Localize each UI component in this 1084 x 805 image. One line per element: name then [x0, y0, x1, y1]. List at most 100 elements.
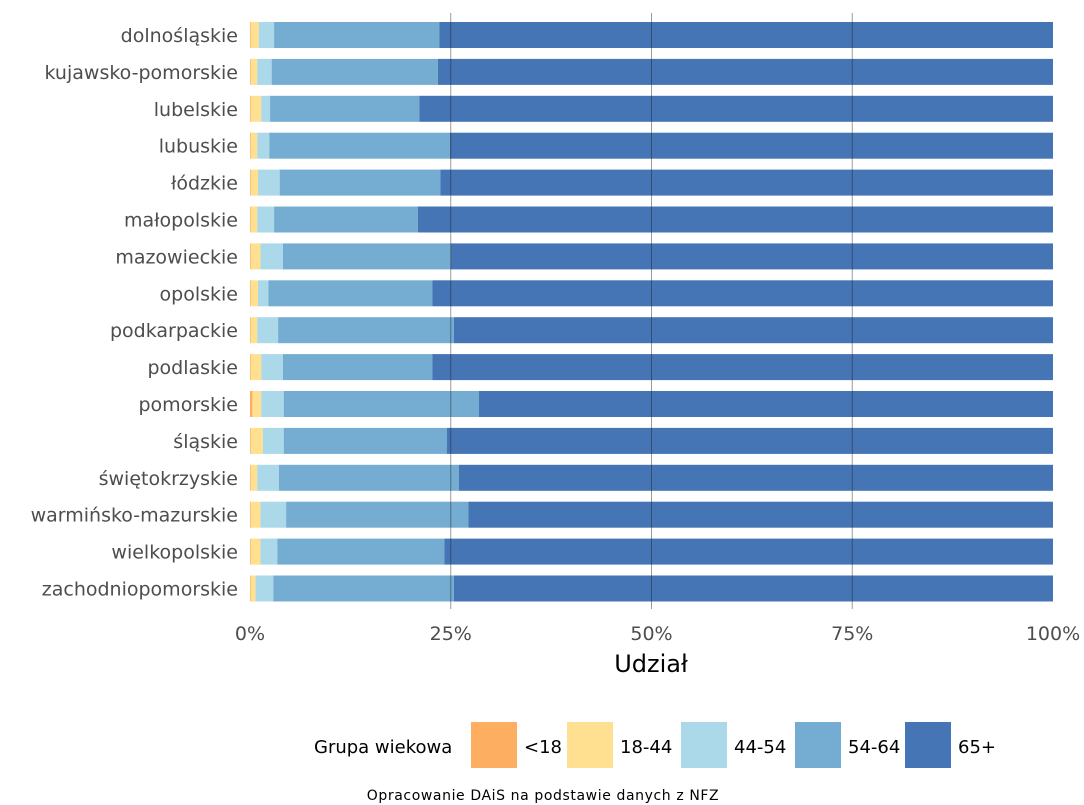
bar-segment [417, 206, 1053, 233]
category-label: podkarpackie [110, 320, 238, 342]
x-tick-label: 0% [235, 623, 265, 645]
bar-segment [250, 206, 251, 233]
bar-segment [274, 206, 418, 233]
bar-segment [250, 280, 259, 307]
bar-segment [260, 243, 283, 270]
bar-segment [419, 95, 1054, 122]
legend-key [681, 722, 727, 768]
bar-segment [250, 280, 251, 307]
bar-segment [261, 391, 284, 417]
bar-segment [269, 132, 450, 159]
category-label: warmińsko-mazurskie [31, 505, 238, 527]
bar-segment [258, 169, 280, 196]
bar-segment [250, 132, 251, 159]
bar-segment [439, 22, 1053, 48]
bar-segment [257, 58, 272, 85]
bar-segment [277, 538, 445, 565]
x-tick-label: 25% [430, 623, 472, 645]
x-axis-title: Udział [614, 650, 688, 678]
bar-segment [258, 280, 269, 307]
bar-segment [250, 95, 262, 122]
category-label: podlaskie [147, 357, 238, 379]
legend-key [567, 722, 613, 768]
bar-segment [283, 427, 447, 454]
bar-segment [250, 58, 251, 85]
bar-segment [257, 317, 279, 344]
bar-segment [258, 22, 275, 48]
x-tick-labels: 0% 25% 50% 75% 100% [235, 623, 1080, 645]
bar-segment [468, 501, 1053, 528]
bar-segment [252, 391, 262, 417]
bar-segment [250, 22, 259, 48]
bar-segment [250, 501, 251, 528]
bar-segment [444, 538, 1053, 565]
legend-label: 18-44 [620, 737, 672, 758]
category-label: małopolskie [124, 210, 238, 232]
category-label: wielkopolskie [111, 542, 238, 564]
category-labels: dolnośląskie kujawsko-pomorskie lubelskie l… [31, 25, 238, 601]
bar-segment [250, 464, 258, 491]
bar-segment [282, 354, 433, 381]
bar-segment [250, 132, 258, 159]
legend-key [795, 722, 841, 768]
bar-segment [250, 169, 251, 196]
category-label: pomorskie [139, 394, 239, 416]
bar-segment [279, 169, 441, 196]
bars-layer [250, 22, 1054, 602]
bar-segment [250, 169, 259, 196]
bar-segment [250, 427, 251, 454]
bar-segment [250, 243, 251, 270]
bar-segment [250, 427, 263, 454]
bar-segment [250, 22, 251, 48]
caption: Opracowanie DAiS na podstawie danych z N… [367, 788, 719, 804]
bar-segment [261, 354, 283, 381]
bar-segment [432, 354, 1053, 381]
bar-segment [446, 427, 1053, 454]
bar-segment [453, 317, 1053, 344]
category-label: dolnośląskie [121, 25, 238, 47]
bar-segment [268, 280, 433, 307]
bar-segment [250, 538, 261, 565]
legend-key [471, 722, 517, 768]
bar-segment [449, 132, 1053, 159]
bar-segment [273, 575, 454, 602]
bar-segment [250, 354, 262, 381]
bar-segment [250, 464, 251, 491]
bar-segment [278, 317, 454, 344]
bar-segment [250, 58, 258, 85]
bar-segment [270, 95, 420, 122]
bar-segment [437, 58, 1054, 85]
legend-label: 65+ [958, 737, 996, 758]
bar-segment [257, 464, 279, 491]
bar-segment [286, 501, 469, 528]
category-label: lubelskie [154, 99, 238, 121]
bar-segment [250, 243, 261, 270]
category-label: kujawsko-pomorskie [45, 62, 238, 84]
category-label: mazowieckie [115, 246, 238, 268]
bar-segment [250, 501, 261, 528]
bar-segment [260, 501, 287, 528]
legend-label: 54-64 [848, 737, 900, 758]
legend: Grupa wiekowa <18 18-44 44-54 54-64 65+ [314, 722, 996, 768]
bar-segment [458, 464, 1053, 491]
category-label: łódzkie [171, 173, 238, 195]
legend-label: <18 [524, 737, 562, 758]
bar-segment [283, 391, 479, 417]
legend-key [905, 722, 951, 768]
bar-segment [257, 206, 275, 233]
bar-segment [250, 538, 251, 565]
bar-segment [282, 243, 451, 270]
bar-segment [257, 132, 270, 159]
bar-segment [440, 169, 1053, 196]
grid-layer [450, 13, 853, 609]
bar-segment [453, 575, 1053, 602]
x-tick-label: 100% [1026, 623, 1080, 645]
bar-segment [261, 95, 271, 122]
bar-segment [250, 95, 251, 122]
bar-segment [250, 354, 251, 381]
bar-segment [250, 575, 251, 602]
category-label: zachodniopomorskie [42, 579, 238, 601]
bar-segment [278, 464, 459, 491]
bar-segment [255, 575, 274, 602]
